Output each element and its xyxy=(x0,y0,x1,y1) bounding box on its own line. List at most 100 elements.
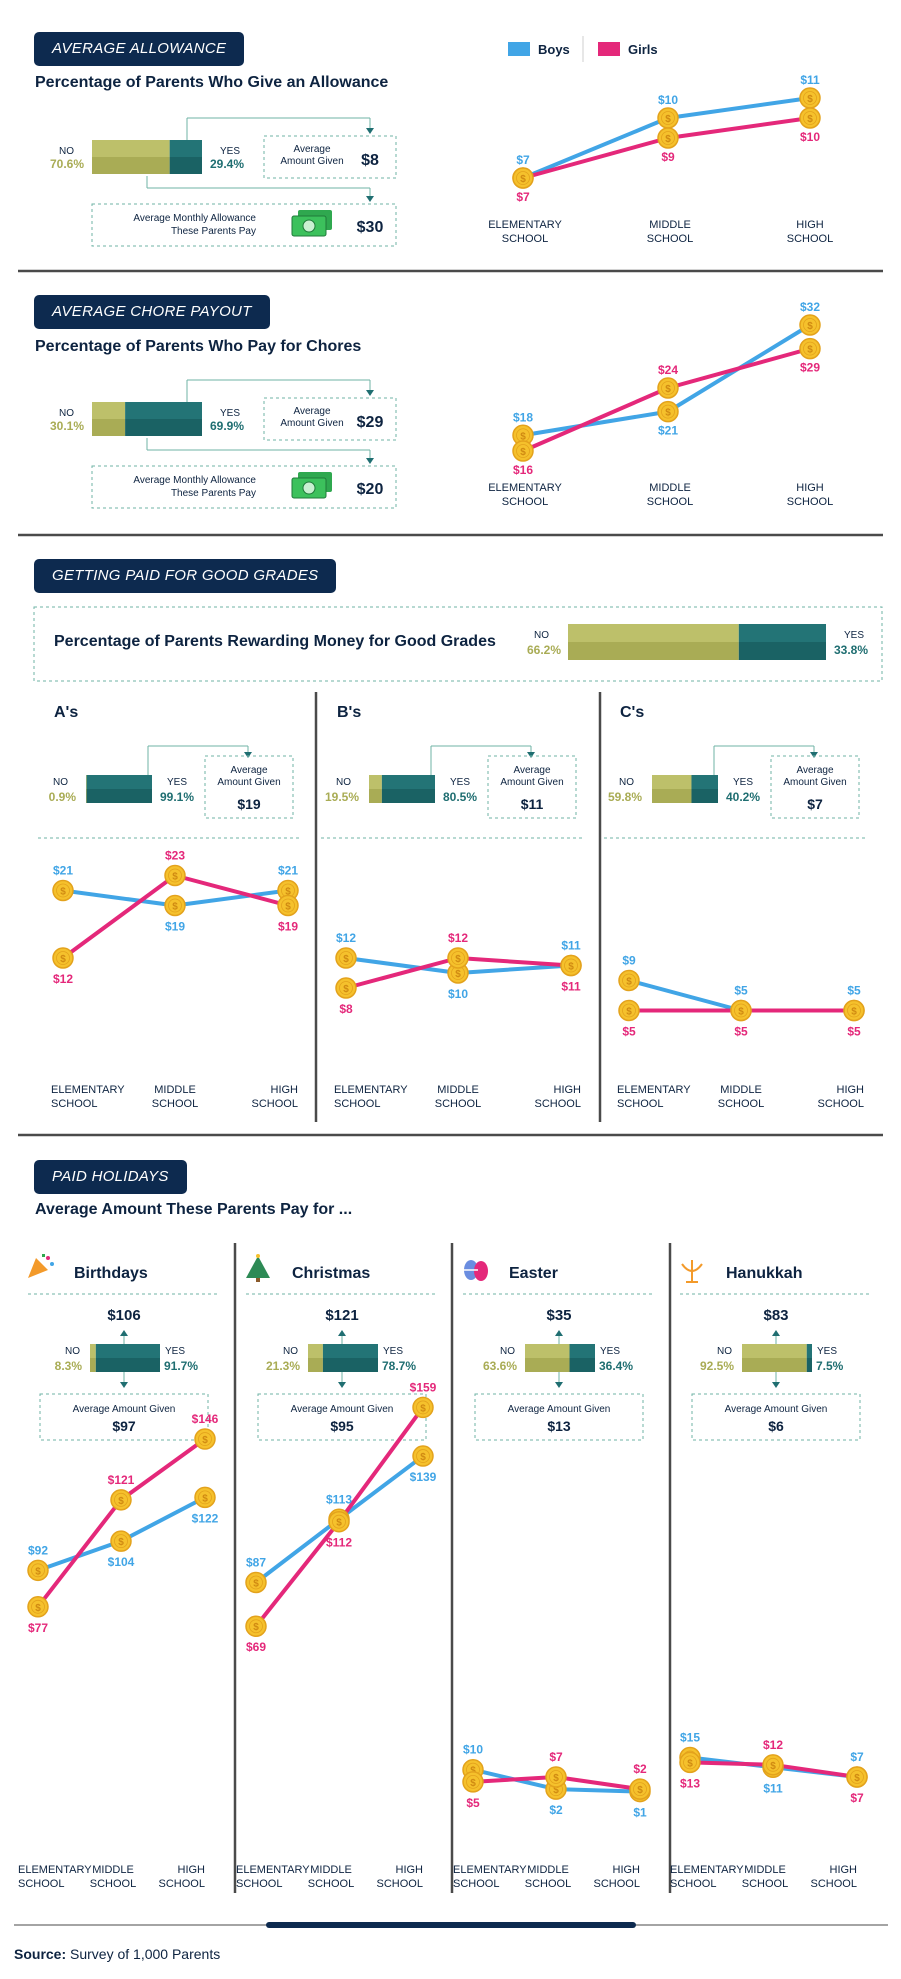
coin-symbol: $ xyxy=(520,447,526,458)
holiday-panel-2-girls-point: $ xyxy=(328,1510,350,1533)
grades-panel-2-avg-box xyxy=(487,755,577,819)
coin-circle xyxy=(110,1489,132,1511)
grades-panel-2-boys-point: $ xyxy=(447,962,469,984)
holidays-title: Average Amount These Parents Pay for ... xyxy=(35,1201,353,1218)
coin-symbol: $ xyxy=(202,1493,208,1504)
holiday-panel-3-girls-value: $2 xyxy=(633,1762,647,1776)
chore-boys-point: $ xyxy=(657,400,679,423)
chore-category-label: MIDDLE SCHOOL xyxy=(647,482,693,508)
bar-yes-segment xyxy=(691,775,718,789)
coin-symbol: $ xyxy=(172,872,178,883)
grades-panel-1-yes-pct: 99.1% xyxy=(160,790,194,804)
coin-circle xyxy=(335,977,357,999)
holiday-panel-4-avg-box xyxy=(691,1393,861,1441)
coin-circle xyxy=(545,1766,567,1788)
coin-circle xyxy=(164,864,186,887)
holiday-panel-4-category-label: MIDDLE SCHOOL xyxy=(742,1864,788,1890)
coin-ring xyxy=(339,951,353,965)
coin-circle xyxy=(657,400,679,423)
coin-ring xyxy=(451,951,465,965)
allowance-girls-point: $ xyxy=(657,127,679,149)
bar-yes-segment xyxy=(322,1344,378,1358)
coin-circle xyxy=(762,1754,784,1776)
grades-panel-3-bar xyxy=(652,775,718,803)
grades-panel-3-title: C's xyxy=(620,704,644,721)
allowance-category-label: MIDDLE SCHOOL xyxy=(647,219,693,245)
grades-panel-2-girls-point: $ xyxy=(335,977,357,999)
holiday-panel-1-top-value: $106 xyxy=(107,1307,140,1324)
coin-symbol: $ xyxy=(851,1007,857,1018)
allowance-girls-point: $ xyxy=(512,167,534,189)
holiday-panel-2-girls-point: $ xyxy=(412,1396,434,1419)
holiday-panel-3-girls-point: $ xyxy=(629,1778,651,1800)
coin-circle xyxy=(245,1571,267,1594)
allowance-category-label: ELEMENTARY SCHOOL xyxy=(488,219,562,245)
christmas-tree-icon xyxy=(246,1254,270,1282)
holiday-panel-2-category-label: MIDDLE SCHOOL xyxy=(308,1864,354,1890)
bar-no-segment xyxy=(568,642,739,660)
coin-ring xyxy=(683,1755,697,1770)
bar-no-segment xyxy=(652,775,692,789)
grades-panel-1-girls-point: $ xyxy=(52,947,74,969)
holiday-panel-2-boys-value: $139 xyxy=(410,1470,437,1484)
chore-boys-value: $21 xyxy=(658,424,678,438)
coin-symbol: $ xyxy=(336,1518,342,1529)
grades-panel-1-avg-box xyxy=(204,755,294,819)
coin-symbol: $ xyxy=(738,1007,744,1018)
coin-ring xyxy=(803,318,817,332)
coin-symbol: $ xyxy=(202,1435,208,1446)
coin-symbol: $ xyxy=(807,321,813,332)
coin-circle xyxy=(245,1615,267,1637)
coin-symbol: $ xyxy=(665,134,671,145)
grades-panel-1-avg-label: Average Amount Given xyxy=(217,765,280,788)
grades-panel-3-avg-value: $7 xyxy=(807,796,823,812)
coin-symbol: $ xyxy=(553,1785,559,1796)
holiday-panel-1-boys-point: $ xyxy=(194,1486,216,1509)
holiday-panel-1-girls-value: $77 xyxy=(28,1621,48,1635)
grades-panel-1-boys-point: $ xyxy=(164,894,186,917)
holiday-panel-3-avg-label: Average Amount Given xyxy=(508,1404,611,1415)
bar-yes-segment xyxy=(322,1358,378,1372)
grades-panel-2-girls-point: $ xyxy=(560,954,582,977)
coin-symbol: $ xyxy=(455,969,461,980)
coin-ring xyxy=(516,444,530,458)
grades-panel-2-category-label: MIDDLE SCHOOL xyxy=(435,1084,481,1110)
coin-symbol: $ xyxy=(665,408,671,419)
grades-panel-3-boys-value: $5 xyxy=(847,984,861,998)
grades-panel-1-yes-label: YES xyxy=(167,777,187,788)
bar-yes-segment xyxy=(381,789,435,803)
coin-circle xyxy=(629,1778,651,1800)
coin-circle xyxy=(335,947,357,969)
holiday-panel-1-category-label: HIGH SCHOOL xyxy=(159,1864,206,1890)
holiday-panel-2-boys-value: $87 xyxy=(246,1555,266,1569)
grades-title-box xyxy=(33,606,883,682)
coin-symbol: $ xyxy=(854,1773,860,1784)
coin-ring xyxy=(198,1490,212,1505)
tree-trunk xyxy=(256,1278,260,1282)
holiday-panel-4-girls-point: $ xyxy=(846,1766,868,1788)
bar-yes-segment xyxy=(86,789,152,803)
grades-panel-2-yes-pct: 80.5% xyxy=(443,790,477,804)
chore-title: Percentage of Parents Who Pay for Chores xyxy=(35,338,362,355)
coin-ring xyxy=(198,1432,212,1446)
grades-panel-1-category-label: ELEMENTARY SCHOOL xyxy=(51,1084,125,1110)
coin-ring xyxy=(168,898,182,913)
coin-symbol: $ xyxy=(470,1778,476,1789)
chore-bar xyxy=(92,402,202,436)
holiday-panel-4-avg-value: $6 xyxy=(768,1418,784,1434)
coin-symbol: $ xyxy=(35,1566,41,1577)
coin-symbol: $ xyxy=(285,887,291,898)
coin-ring xyxy=(803,111,817,125)
cash-seal xyxy=(302,219,316,233)
grades-panel-2-boys-value: $10 xyxy=(448,987,468,1001)
chore-girls-value: $29 xyxy=(800,361,820,375)
grades-panel-3-girls-value: $5 xyxy=(847,1025,861,1039)
grades-panel-1-boys-value: $21 xyxy=(278,864,298,878)
holiday-panel-1-girls-value: $146 xyxy=(192,1412,219,1426)
easter-egg-icon xyxy=(464,1260,488,1281)
cash-icon xyxy=(291,210,332,237)
chore-category-label: HIGH SCHOOL xyxy=(787,482,833,508)
source-line: Source: Survey of 1,000 Parents xyxy=(14,1946,220,1962)
holiday-panel-3-girls-value: $5 xyxy=(466,1796,480,1810)
